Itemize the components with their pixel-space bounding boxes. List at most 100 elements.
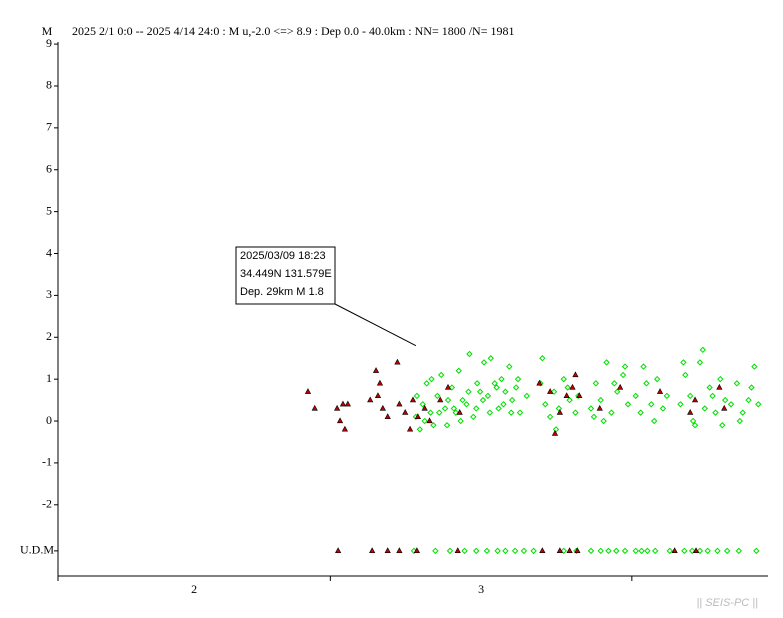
event-point bbox=[511, 547, 519, 555]
event-point bbox=[427, 409, 434, 416]
event-point bbox=[687, 409, 694, 415]
event-point bbox=[709, 392, 716, 400]
y-tick-label: 9 bbox=[46, 36, 52, 50]
event-point bbox=[632, 547, 639, 555]
event-point bbox=[454, 547, 461, 553]
event-point bbox=[648, 401, 655, 408]
event-point bbox=[745, 396, 752, 404]
event-point bbox=[624, 401, 632, 408]
event-point bbox=[500, 401, 507, 408]
event-point bbox=[597, 547, 604, 555]
event-point bbox=[733, 380, 741, 387]
event-point bbox=[414, 413, 421, 419]
event-point bbox=[566, 547, 573, 553]
event-point bbox=[421, 404, 428, 411]
tooltip: 2025/03/09 18:23 34.449N 131.579E Dep. 29k… bbox=[235, 246, 336, 305]
event-point bbox=[701, 405, 708, 412]
event-point bbox=[605, 547, 612, 555]
event-point bbox=[689, 417, 697, 425]
x-tick-label: 3 bbox=[478, 582, 484, 596]
event-point bbox=[456, 409, 463, 415]
y-tick-label: 1 bbox=[46, 371, 52, 385]
event-point bbox=[686, 392, 694, 400]
event-point bbox=[699, 346, 707, 354]
event-point bbox=[644, 547, 651, 555]
event-point bbox=[341, 425, 349, 432]
event-point bbox=[446, 547, 454, 555]
event-point bbox=[493, 384, 500, 391]
event-point bbox=[394, 358, 401, 365]
event-point bbox=[748, 384, 755, 391]
event-point bbox=[514, 375, 522, 383]
event-point bbox=[621, 547, 629, 555]
tooltip-line: 34.449N 131.579E bbox=[240, 268, 332, 280]
event-point bbox=[659, 405, 667, 412]
tooltip-line: Dep. 29km M 1.8 bbox=[240, 286, 324, 298]
event-point bbox=[476, 388, 484, 395]
event-point bbox=[459, 396, 466, 404]
event-point bbox=[712, 409, 719, 416]
event-point bbox=[555, 405, 563, 412]
event-point bbox=[374, 392, 382, 399]
event-point bbox=[432, 547, 439, 555]
event-point bbox=[653, 375, 661, 383]
event-point bbox=[413, 547, 420, 553]
event-point bbox=[396, 400, 403, 407]
event-point bbox=[717, 375, 724, 383]
event-point bbox=[523, 392, 531, 400]
event-point bbox=[590, 413, 598, 421]
event-point bbox=[539, 355, 546, 362]
event-point bbox=[656, 388, 664, 394]
event-point bbox=[448, 384, 456, 391]
event-point bbox=[680, 359, 687, 366]
event-point bbox=[723, 547, 731, 555]
event-point bbox=[487, 355, 495, 362]
y-tick-label: 5 bbox=[46, 203, 52, 217]
event-point bbox=[367, 396, 374, 403]
chart-title: 2025 2/1 0:0 -- 2025 4/14 24:0 : M u,-2.… bbox=[72, 24, 515, 38]
event-point bbox=[369, 547, 376, 553]
y-tick-label: 6 bbox=[46, 161, 52, 175]
event-point bbox=[428, 375, 435, 383]
event-point bbox=[542, 401, 549, 408]
event-point bbox=[413, 392, 421, 400]
event-point bbox=[736, 417, 744, 425]
event-point bbox=[546, 413, 554, 421]
event-point bbox=[457, 417, 464, 425]
event-point bbox=[516, 409, 524, 416]
event-point bbox=[677, 401, 684, 408]
event-point bbox=[396, 547, 403, 553]
event-point bbox=[339, 400, 347, 407]
event-point bbox=[576, 392, 583, 399]
event-point bbox=[637, 409, 644, 416]
event-point bbox=[470, 413, 477, 421]
event-point bbox=[530, 547, 537, 555]
event-point bbox=[430, 422, 437, 429]
event-point bbox=[566, 396, 573, 404]
event-point bbox=[560, 375, 567, 383]
event-point bbox=[587, 405, 595, 412]
event-point bbox=[643, 380, 650, 387]
event-point bbox=[508, 409, 515, 416]
event-point bbox=[596, 404, 603, 411]
event-point bbox=[640, 363, 647, 370]
event-point bbox=[600, 417, 607, 425]
event-point bbox=[671, 547, 678, 553]
event-point bbox=[402, 409, 409, 415]
event-point bbox=[751, 363, 758, 370]
event-point bbox=[384, 547, 391, 553]
event-point bbox=[755, 401, 762, 408]
event-point bbox=[473, 547, 480, 555]
event-point bbox=[721, 404, 728, 411]
event-point bbox=[556, 547, 563, 553]
event-point bbox=[614, 388, 621, 395]
event-point bbox=[560, 547, 567, 555]
y-tick-label: 0 bbox=[46, 413, 52, 427]
event-point bbox=[444, 383, 452, 390]
event-point bbox=[334, 404, 341, 411]
event-point bbox=[563, 392, 570, 399]
event-point bbox=[608, 409, 615, 416]
event-point bbox=[384, 413, 391, 419]
event-point bbox=[486, 409, 494, 416]
event-point bbox=[539, 547, 546, 553]
